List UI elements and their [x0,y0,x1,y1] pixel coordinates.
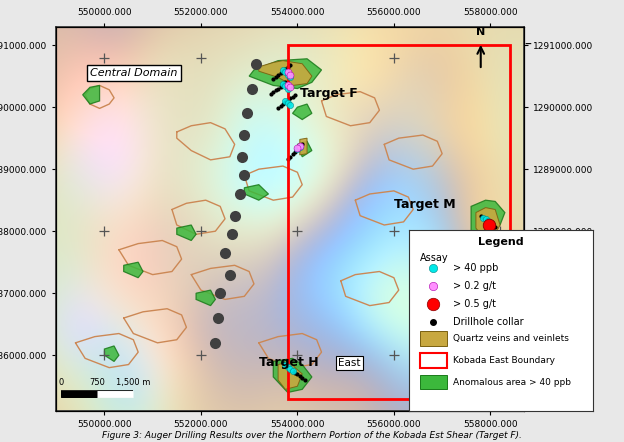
Text: Target F: Target F [300,87,358,100]
Text: > 40 ppb: > 40 ppb [453,263,499,273]
Text: > 0.2 g/t: > 0.2 g/t [453,281,496,291]
Polygon shape [249,59,321,88]
Bar [420,332,447,346]
Text: Kobada East Boundary: Kobada East Boundary [453,356,555,365]
Text: Figure 3: Auger Drilling Results over the Northern Portion of the Kobada Est She: Figure 3: Auger Drilling Results over th… [102,431,522,440]
Text: Drillhole collar: Drillhole collar [453,317,524,327]
Polygon shape [298,141,312,157]
Text: Assay: Assay [420,253,449,263]
Polygon shape [278,362,302,389]
Polygon shape [293,104,312,119]
Text: 0: 0 [59,378,64,388]
Bar [420,353,447,368]
Text: Legend: Legend [478,237,524,247]
Text: Anomalous area > 40 ppb: Anomalous area > 40 ppb [453,377,571,387]
Text: Target M: Target M [394,198,456,211]
Polygon shape [300,138,307,155]
Polygon shape [196,290,215,305]
Text: East: East [338,358,361,368]
Text: N: N [476,27,485,37]
Text: 1,500 m: 1,500 m [116,378,150,388]
Polygon shape [124,262,143,278]
Text: Target H: Target H [259,356,318,370]
Polygon shape [104,346,119,362]
Polygon shape [476,208,500,237]
Text: > 0.5 g/t: > 0.5 g/t [453,299,496,309]
Text: Quartz veins and veinlets: Quartz veins and veinlets [453,334,568,343]
Bar [288,45,510,399]
Text: –: – [524,38,531,52]
Polygon shape [83,85,100,104]
Polygon shape [471,200,505,237]
Text: 750: 750 [89,378,105,388]
Polygon shape [177,225,196,240]
Polygon shape [245,185,268,200]
Text: Central Domain: Central Domain [90,68,177,78]
Polygon shape [273,358,312,392]
Polygon shape [259,61,312,85]
Bar [420,375,447,389]
